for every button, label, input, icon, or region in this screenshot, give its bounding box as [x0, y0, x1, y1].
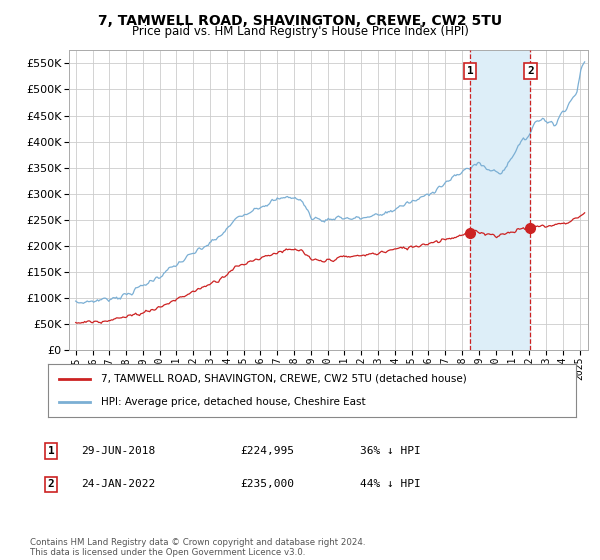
Text: £224,995: £224,995	[240, 446, 294, 456]
Text: HPI: Average price, detached house, Cheshire East: HPI: Average price, detached house, Ches…	[101, 397, 365, 407]
Text: 2: 2	[527, 66, 534, 76]
Text: 2: 2	[47, 479, 55, 489]
Text: 44% ↓ HPI: 44% ↓ HPI	[360, 479, 421, 489]
Text: 24-JAN-2022: 24-JAN-2022	[81, 479, 155, 489]
Text: 29-JUN-2018: 29-JUN-2018	[81, 446, 155, 456]
Text: 36% ↓ HPI: 36% ↓ HPI	[360, 446, 421, 456]
Text: 7, TAMWELL ROAD, SHAVINGTON, CREWE, CW2 5TU (detached house): 7, TAMWELL ROAD, SHAVINGTON, CREWE, CW2 …	[101, 374, 467, 384]
Text: 1: 1	[467, 66, 473, 76]
Text: Contains HM Land Registry data © Crown copyright and database right 2024.
This d: Contains HM Land Registry data © Crown c…	[30, 538, 365, 557]
Text: 1: 1	[47, 446, 55, 456]
Bar	[470, 50, 530, 350]
Text: Price paid vs. HM Land Registry's House Price Index (HPI): Price paid vs. HM Land Registry's House …	[131, 25, 469, 38]
Text: £235,000: £235,000	[240, 479, 294, 489]
Text: 7, TAMWELL ROAD, SHAVINGTON, CREWE, CW2 5TU: 7, TAMWELL ROAD, SHAVINGTON, CREWE, CW2 …	[98, 14, 502, 28]
